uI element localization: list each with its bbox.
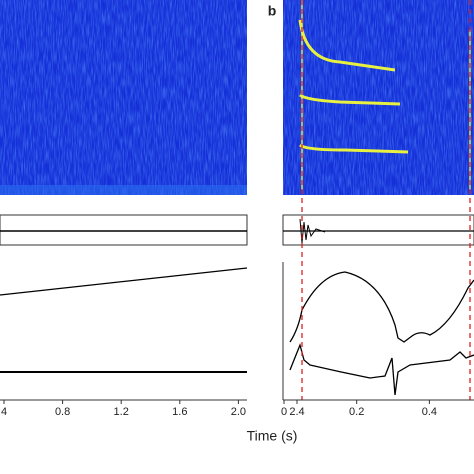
x-tick-label: 0.8	[55, 406, 70, 418]
x-tick-label: 1.6	[172, 406, 187, 418]
x-axis-label: Time (s)	[247, 428, 298, 444]
panel-box	[0, 214, 248, 246]
x-tick-label: 2.4	[289, 406, 304, 418]
x-tick-label: 2.0	[231, 406, 246, 418]
waveform-burst	[299, 218, 326, 244]
trace	[289, 271, 474, 343]
x-tick-label: 0.4	[422, 406, 437, 418]
x-tick-label: 1.2	[114, 406, 129, 418]
x-tick-label: 4	[1, 406, 7, 418]
x-tick-label: 0.2	[349, 406, 364, 418]
trace	[289, 342, 474, 396]
panel-box	[282, 214, 474, 246]
spectrogram-floor	[0, 185, 247, 195]
trace	[0, 267, 248, 296]
spectrogram-noise	[283, 0, 474, 195]
spectrogram-noise	[0, 0, 247, 195]
panel-label: b	[268, 3, 277, 19]
x-tick-label: 0	[281, 406, 287, 418]
